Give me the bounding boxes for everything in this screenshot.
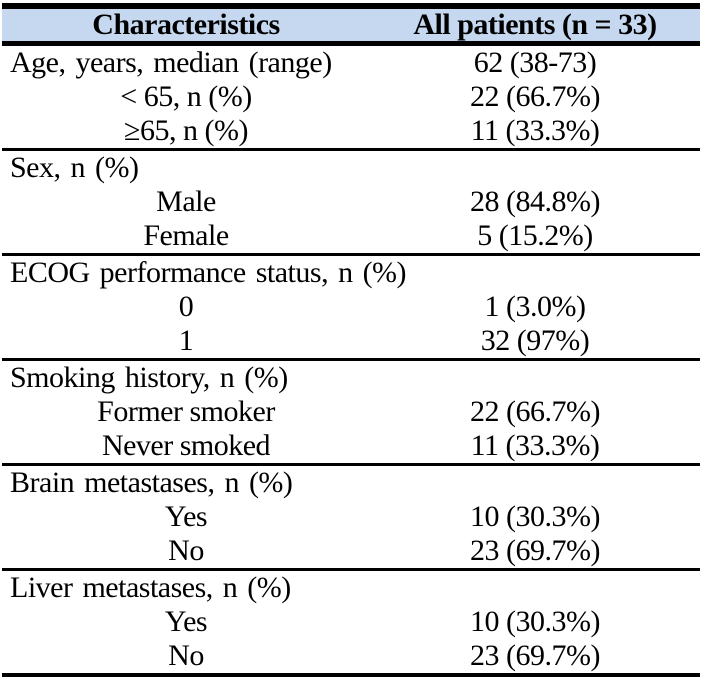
table-row: Male 28 (84.8%) (2, 185, 700, 219)
characteristic-label: ECOG performance status, n (%) (10, 256, 407, 289)
value-cell: 11 (33.3%) (370, 429, 700, 466)
table-row: Liver metastases, n (%) (2, 570, 700, 606)
value-cell: 23 (69.7%) (470, 639, 600, 672)
characteristic-sublabel: 1 (2, 324, 370, 361)
table-row: Female 5 (15.2%) (2, 219, 700, 256)
characteristic-label: Smoking history, n (%) (10, 361, 288, 394)
table-header-row: Characteristics All patients (n = 33) (2, 6, 700, 46)
value-cell (370, 150, 700, 186)
column-header-all-patients: All patients (n = 33) (370, 6, 700, 46)
value-cell (370, 255, 700, 291)
patient-characteristics-table-container: Characteristics All patients (n = 33) Ag… (2, 3, 700, 677)
characteristic-label: Age, years, median (range) (10, 46, 332, 79)
characteristic-sublabel: No (2, 534, 370, 571)
value-cell: 5 (15.2%) (370, 219, 700, 256)
patient-characteristics-table: Characteristics All patients (n = 33) Ag… (2, 3, 700, 677)
value-cell: 62 (38-73) (473, 46, 597, 79)
table-row: Smoking history, n (%) (2, 360, 700, 396)
table-row: Age, years, median (range) 62 (38-73) (2, 44, 700, 81)
value-cell: 10 (30.3%) (470, 605, 600, 638)
characteristic-sublabel: Never smoked (2, 429, 370, 466)
characteristic-sublabel: < 65, n (%) (120, 80, 252, 113)
table-row: No 23 (69.7%) (2, 639, 700, 675)
value-cell: 10 (30.3%) (470, 500, 600, 533)
characteristic-sublabel: Yes (164, 500, 208, 533)
table-row: Never smoked 11 (33.3%) (2, 429, 700, 466)
value-cell: 1 (3.0%) (484, 290, 586, 323)
table-row: Yes 10 (30.3%) (2, 500, 700, 534)
value-cell: 28 (84.8%) (470, 185, 600, 218)
characteristic-sublabel: Female (2, 219, 370, 256)
characteristic-sublabel: ≥65, n (%) (2, 114, 370, 151)
table-row: 0 1 (3.0%) (2, 290, 700, 324)
characteristic-label: Sex, n (%) (10, 151, 139, 184)
value-cell: 22 (66.7%) (470, 80, 600, 113)
value-cell (370, 465, 700, 501)
table-row: Former smoker 22 (66.7%) (2, 395, 700, 429)
characteristic-sublabel: Male (156, 185, 216, 218)
value-cell: 22 (66.7%) (470, 395, 600, 428)
table-row: ≥65, n (%) 11 (33.3%) (2, 114, 700, 151)
column-header-characteristics: Characteristics (2, 6, 370, 46)
value-cell (370, 360, 700, 396)
table-row: No 23 (69.7%) (2, 534, 700, 571)
table-row: < 65, n (%) 22 (66.7%) (2, 80, 700, 114)
characteristic-label: Liver metastases, n (%) (10, 571, 291, 604)
table-row: ECOG performance status, n (%) (2, 255, 700, 291)
table-row: 1 32 (97%) (2, 324, 700, 361)
value-cell: 23 (69.7%) (370, 534, 700, 571)
value-cell: 11 (33.3%) (370, 114, 700, 151)
table-row: Brain metastases, n (%) (2, 465, 700, 501)
characteristic-sublabel: Former smoker (97, 395, 275, 428)
characteristic-label: Brain metastases, n (%) (10, 466, 293, 499)
characteristic-sublabel: Yes (164, 605, 208, 638)
characteristic-sublabel: No (168, 639, 204, 672)
table-row: Yes 10 (30.3%) (2, 605, 700, 639)
table-row: Sex, n (%) (2, 150, 700, 186)
value-cell: 32 (97%) (370, 324, 700, 361)
characteristic-sublabel: 0 (178, 290, 194, 323)
value-cell (370, 570, 700, 606)
